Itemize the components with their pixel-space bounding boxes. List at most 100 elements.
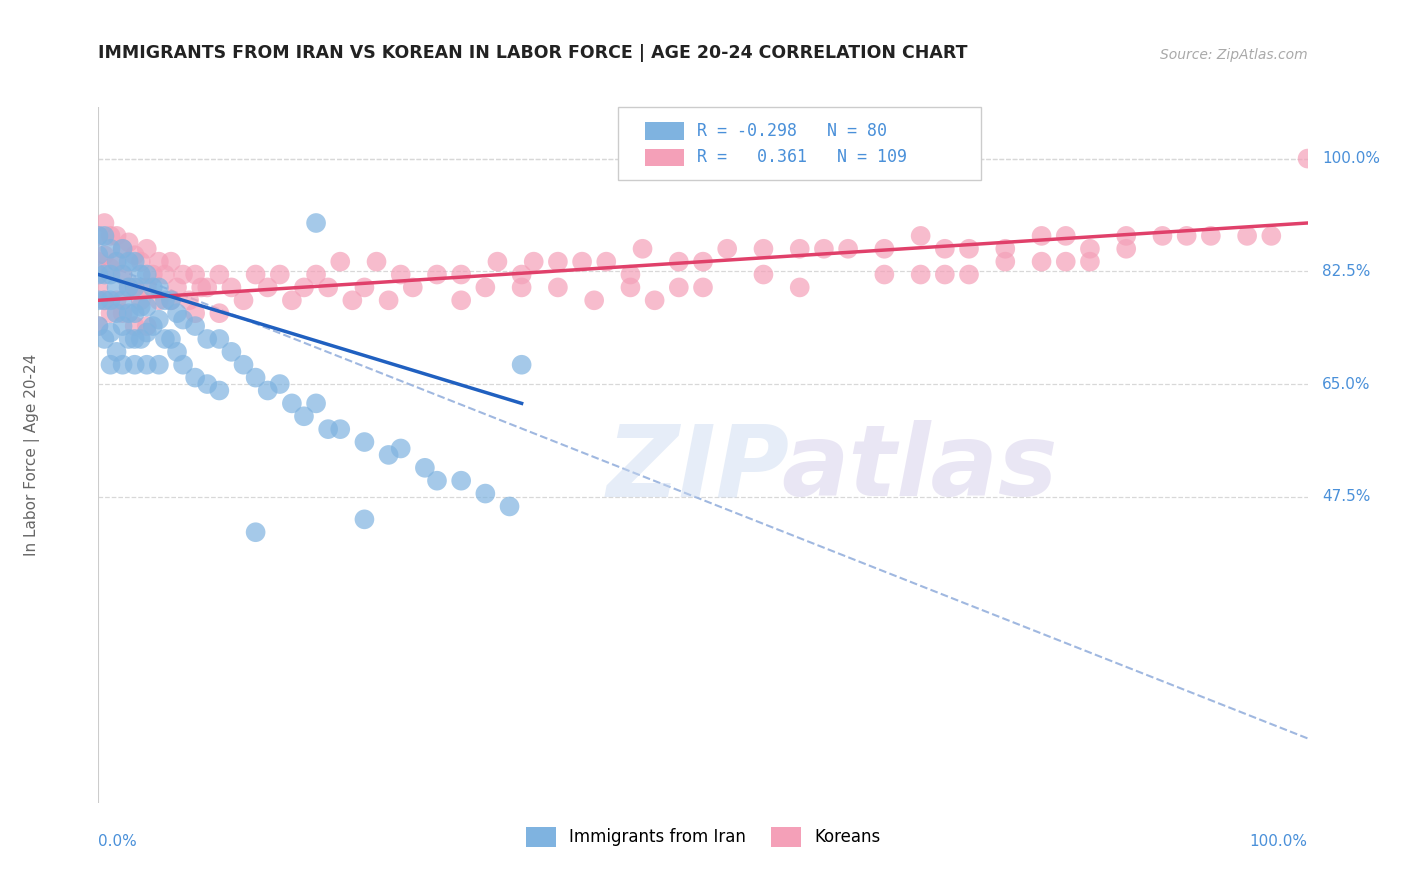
Text: R = -0.298   N = 80: R = -0.298 N = 80 [697, 121, 887, 140]
Point [269, 268, 291, 282]
Text: 100.0%: 100.0% [1250, 834, 1308, 849]
Point [813, 242, 835, 256]
Point [221, 344, 243, 359]
Point [160, 293, 183, 308]
Point [105, 306, 128, 320]
Point [160, 254, 183, 268]
Point [353, 435, 375, 450]
Point [353, 280, 375, 294]
Point [837, 242, 859, 256]
Point [208, 384, 231, 398]
FancyBboxPatch shape [619, 107, 981, 180]
Point [195, 280, 218, 294]
Text: 100.0%: 100.0% [1322, 151, 1381, 166]
Point [184, 306, 207, 320]
Point [523, 254, 546, 268]
Point [245, 370, 267, 384]
Point [221, 280, 243, 294]
Point [994, 254, 1017, 268]
Point [105, 344, 128, 359]
Text: ZIP: ZIP [606, 420, 789, 517]
Point [450, 474, 472, 488]
Text: 0.0%: 0.0% [98, 834, 138, 849]
Point [269, 377, 291, 392]
Point [100, 306, 122, 320]
Point [208, 332, 231, 346]
Point [105, 254, 128, 268]
Point [124, 332, 146, 346]
Point [135, 268, 157, 282]
Point [129, 293, 152, 308]
Point [93, 216, 115, 230]
Point [129, 268, 152, 282]
Point [389, 442, 412, 456]
Point [873, 242, 896, 256]
Point [571, 254, 593, 268]
Point [166, 344, 188, 359]
Point [232, 293, 254, 308]
Point [389, 268, 412, 282]
Point [148, 358, 170, 372]
Point [934, 242, 956, 256]
Point [100, 261, 122, 276]
Point [148, 280, 170, 294]
Point [87, 293, 110, 308]
Point [111, 306, 134, 320]
Point [1031, 228, 1053, 243]
Point [402, 280, 425, 294]
Point [208, 268, 231, 282]
Point [105, 280, 128, 294]
Point [668, 254, 690, 268]
Point [474, 486, 496, 500]
Point [118, 280, 141, 294]
Point [135, 280, 157, 294]
Point [1260, 228, 1282, 243]
Point [129, 332, 152, 346]
Point [752, 242, 775, 256]
Point [93, 332, 115, 346]
Point [153, 268, 176, 282]
Text: R =   0.361   N = 109: R = 0.361 N = 109 [697, 148, 907, 166]
Point [124, 254, 146, 268]
Point [111, 319, 134, 334]
Point [1078, 242, 1101, 256]
Point [547, 254, 569, 268]
Point [305, 216, 328, 230]
Point [595, 254, 617, 268]
Point [957, 268, 980, 282]
Point [111, 268, 134, 282]
Point [692, 280, 714, 294]
Point [486, 254, 509, 268]
Point [184, 370, 207, 384]
Point [195, 332, 218, 346]
Point [148, 312, 170, 326]
Point [135, 242, 157, 256]
Point [87, 280, 110, 294]
Point [160, 293, 183, 308]
Point [105, 228, 128, 243]
Point [87, 268, 110, 282]
Point [118, 332, 141, 346]
Point [281, 396, 304, 410]
Point [87, 228, 110, 243]
Point [1199, 228, 1222, 243]
Point [1078, 254, 1101, 268]
Point [100, 242, 122, 256]
Text: IMMIGRANTS FROM IRAN VS KOREAN IN LABOR FORCE | AGE 20-24 CORRELATION CHART: IMMIGRANTS FROM IRAN VS KOREAN IN LABOR … [98, 44, 967, 62]
Point [426, 268, 449, 282]
Point [305, 268, 328, 282]
Point [256, 280, 278, 294]
Point [87, 248, 110, 262]
Point [1031, 254, 1053, 268]
Point [135, 319, 157, 334]
Text: 65.0%: 65.0% [1322, 376, 1371, 392]
Point [292, 280, 315, 294]
Point [232, 358, 254, 372]
Point [329, 422, 352, 436]
Point [172, 358, 194, 372]
Point [190, 280, 212, 294]
Point [752, 268, 775, 282]
Point [366, 254, 388, 268]
Point [873, 268, 896, 282]
Point [93, 268, 115, 282]
